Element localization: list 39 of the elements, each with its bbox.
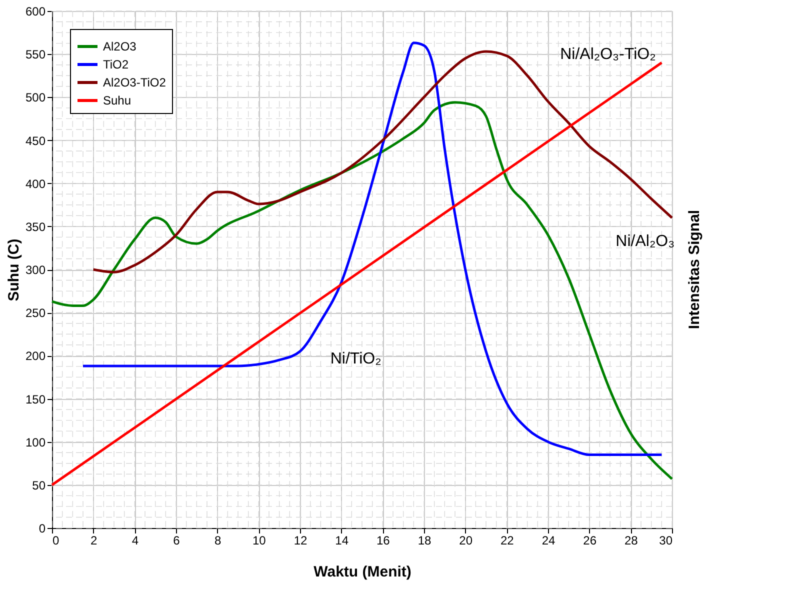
x-tick-label: 4 xyxy=(132,534,139,548)
y-tick-label: 150 xyxy=(25,392,46,406)
annotation: Ni/Al₂O₃ xyxy=(616,233,675,250)
y-axis-title: Suhu (C) xyxy=(5,238,22,302)
y-tick-label: 450 xyxy=(25,134,46,148)
x-tick-label: 14 xyxy=(335,534,349,548)
x-tick-label: 18 xyxy=(418,534,432,548)
y2-axis-title: Intensitas Signal xyxy=(686,210,703,330)
y-tick-label: 50 xyxy=(32,478,46,492)
x-tick-label: 28 xyxy=(624,534,638,548)
x-axis-title: Waktu (Menit) xyxy=(314,564,412,580)
y-tick-label: 500 xyxy=(25,90,46,105)
legend-label: Al2O3 xyxy=(103,40,137,54)
legend-label: Al2O3-TiO2 xyxy=(103,76,166,90)
annotation: Ni/Al₂O₃-TiO₂ xyxy=(560,46,656,64)
x-tick-label: 20 xyxy=(459,534,473,548)
x-tick-label: 2 xyxy=(90,534,98,548)
legend-label: Suhu xyxy=(103,94,132,108)
y-tick-label: 600 xyxy=(25,4,46,18)
y-tick-label: 100 xyxy=(25,435,46,450)
x-tick-label: 24 xyxy=(542,534,556,548)
annotation: Ni/TiO₂ xyxy=(330,350,382,368)
x-tick-label: 8 xyxy=(214,534,222,548)
y-tick-label: 200 xyxy=(25,349,46,364)
y-tick-label: 400 xyxy=(25,176,46,191)
x-tick-label: 30 xyxy=(659,534,673,548)
y-tick-label: 250 xyxy=(25,306,46,320)
x-tick-label: 6 xyxy=(173,534,180,548)
x-tick-label: 12 xyxy=(294,534,308,548)
x-tick-label: 16 xyxy=(376,534,390,548)
y-tick-label: 0 xyxy=(38,522,46,536)
legend-label: TiO2 xyxy=(103,58,129,72)
x-tick-label: 22 xyxy=(500,534,514,548)
x-tick-label: 10 xyxy=(252,534,266,548)
x-tick-label: 0 xyxy=(52,534,60,548)
y-tick-label: 550 xyxy=(25,48,46,62)
x-tick-label: 26 xyxy=(583,534,597,548)
y-tick-label: 300 xyxy=(25,263,46,277)
y-tick-label: 350 xyxy=(25,220,46,234)
